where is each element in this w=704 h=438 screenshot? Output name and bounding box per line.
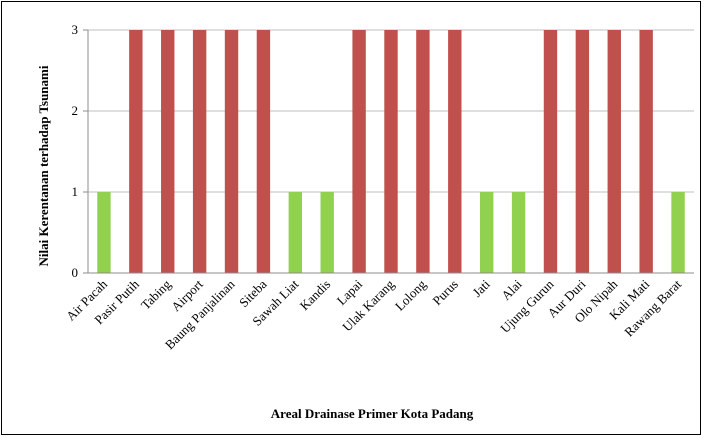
bar-air-pacah	[97, 192, 111, 273]
bar-alai	[511, 192, 526, 273]
bar-olo-nipah	[607, 30, 621, 273]
axes	[87, 30, 694, 274]
bar-sawah-liat	[288, 192, 303, 273]
bar-lolong	[416, 30, 430, 273]
x-tick-label: Kandis	[297, 277, 334, 314]
y-tick-label: 2	[72, 103, 79, 118]
bars	[97, 30, 685, 273]
x-tick-label: Lolong	[392, 276, 430, 314]
y-tick-label: 3	[72, 22, 79, 37]
y-axis-title: Nilai Kerentanan terhadap Tsunami	[36, 65, 51, 266]
bar-kandis	[320, 192, 334, 273]
bar-aur-duri	[575, 30, 590, 273]
bar-lapai	[352, 30, 366, 273]
bar-ujung-gurun	[543, 30, 558, 273]
bar-ulak-karang	[384, 30, 398, 273]
bar-siteba	[256, 30, 271, 273]
bar-tabing	[161, 30, 175, 273]
x-tick-label: Jati	[469, 276, 493, 300]
bar-pasir-putih	[129, 30, 143, 273]
bar-airport	[192, 30, 207, 273]
y-tick-labels: 0 1 2 3	[72, 22, 79, 280]
bar-baung-panjalinan	[224, 30, 239, 273]
y-tick-label: 1	[72, 184, 79, 199]
x-tick-label: Tabing	[138, 276, 174, 312]
bar-jati	[479, 192, 494, 273]
y-tick-label: 0	[72, 265, 79, 280]
bar-kali-mati	[639, 30, 653, 273]
bar-purus	[448, 30, 462, 273]
x-axis-title: Areal Drainase Primer Kota Padang	[271, 406, 474, 421]
x-tick-label: Purus	[429, 277, 461, 309]
bar-rawang-barat	[671, 192, 685, 273]
x-tick-label: Alai	[498, 276, 525, 303]
